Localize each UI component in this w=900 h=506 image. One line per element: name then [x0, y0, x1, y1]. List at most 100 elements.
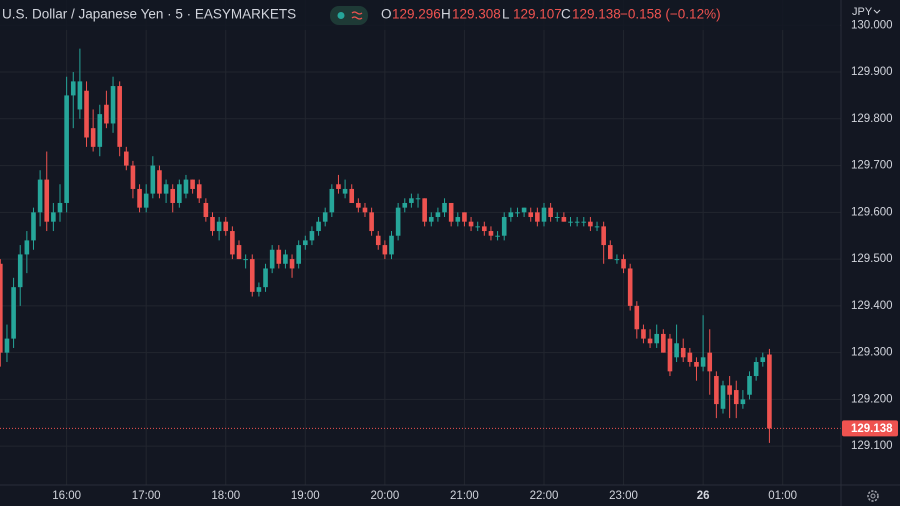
y-tick-label: 129.500 — [851, 253, 893, 265]
candle-body — [581, 221, 587, 223]
candle-body — [435, 212, 441, 218]
candle-body — [468, 221, 474, 227]
candle-body — [515, 212, 520, 214]
ohlc-key: O — [381, 7, 392, 22]
candle-body — [296, 245, 301, 264]
status-pill[interactable] — [330, 6, 368, 25]
candle-body — [607, 245, 613, 260]
candle-body — [90, 128, 96, 147]
candle-body — [614, 259, 620, 261]
candle-body — [422, 198, 427, 222]
candle-body — [654, 333, 659, 344]
candle-body — [143, 193, 149, 208]
candle-body — [276, 249, 282, 264]
y-tick-label: 129.700 — [851, 160, 893, 172]
candle-body — [462, 212, 467, 222]
status-dot — [337, 12, 345, 19]
candle-body — [720, 385, 726, 409]
candle-body — [389, 235, 394, 255]
candle-body — [249, 259, 255, 292]
settings-icon[interactable] — [867, 490, 879, 502]
y-tick-label: 129.300 — [851, 347, 893, 359]
candle-body — [316, 221, 321, 232]
candle-body — [601, 226, 606, 246]
candle-body — [760, 357, 766, 362]
candle-body — [0, 263, 3, 353]
candle-body — [104, 104, 109, 124]
candle-body — [137, 188, 142, 208]
ohlc-legend: O 129.296 H 129.308 L 129.107 C 129.138 — [381, 7, 621, 22]
candle-body — [707, 352, 713, 372]
candle-body — [647, 338, 653, 344]
y-tick-label: 129.600 — [851, 206, 893, 218]
status-icon — [351, 11, 363, 20]
candle-body — [415, 198, 421, 200]
x-tick-label: 19:00 — [291, 490, 320, 502]
candle-body — [574, 221, 580, 223]
currency[interactable]: JPY — [852, 6, 873, 18]
candle-body — [667, 338, 673, 372]
last-price-tag — [842, 420, 898, 437]
time-axis: 16:00 17:00 18:00 19:00 20:00 21:00 22:00 23:00… — [52, 490, 797, 502]
candle-body — [216, 221, 222, 232]
candle-body — [289, 259, 295, 269]
candle-body — [97, 114, 103, 147]
header-bg — [0, 0, 840, 30]
candle-body — [303, 240, 308, 246]
candle-body — [402, 202, 408, 208]
gear-center — [870, 493, 876, 499]
candle-body — [369, 212, 374, 232]
x-tick-label: 16:00 — [52, 490, 81, 502]
candle-body — [501, 217, 507, 236]
candle-body — [183, 179, 189, 194]
candle-body — [243, 259, 248, 261]
gear — [867, 490, 879, 502]
x-tick-label: 21:00 — [450, 490, 479, 502]
candle-body — [428, 217, 434, 222]
candle-body — [521, 207, 527, 213]
candle-body — [733, 390, 739, 405]
x-tick-label: 01:00 — [768, 490, 797, 502]
candle-body — [448, 202, 454, 222]
currency-caret — [873, 9, 881, 14]
candle-body — [508, 212, 514, 218]
candle-body — [475, 226, 480, 228]
ohlc-key: H — [441, 7, 451, 22]
candle-body — [130, 165, 136, 189]
candle-body — [230, 231, 235, 255]
candle-body — [17, 254, 23, 288]
candle-body — [535, 212, 540, 222]
candle-body — [747, 376, 752, 395]
candle-body — [342, 188, 348, 194]
candle-body — [594, 226, 600, 228]
candle-body — [336, 184, 341, 189]
candle-body — [24, 240, 30, 255]
candle-body — [77, 81, 83, 110]
candle-body — [269, 249, 275, 269]
candle-body — [362, 207, 368, 213]
candle-body — [263, 268, 268, 288]
candle-body — [157, 170, 162, 194]
x-tick-label: 17:00 — [132, 490, 161, 502]
candle-body — [375, 235, 381, 246]
candle-body — [256, 287, 262, 292]
ohlc-value: 129.308 — [452, 7, 501, 22]
candle-body — [322, 212, 328, 222]
candle-body — [700, 357, 706, 367]
y-tick-label: 129.200 — [851, 393, 893, 405]
x-tick-label: 22:00 — [530, 490, 559, 502]
x-tick-label: 23:00 — [609, 490, 638, 502]
candle-body — [309, 231, 315, 241]
candle-body — [634, 305, 640, 330]
candle-body — [356, 202, 361, 208]
candle-body — [382, 245, 388, 255]
candle-body — [621, 259, 626, 269]
candle-body — [554, 217, 560, 219]
y-tick-label: 130.000 — [851, 19, 893, 31]
last-price-label: 129.138 — [851, 423, 893, 435]
candle-body — [753, 361, 759, 377]
candle-body — [694, 361, 699, 367]
candle-body — [117, 86, 122, 147]
candle-body — [57, 202, 63, 213]
x-tick-label: 26 — [697, 490, 710, 502]
